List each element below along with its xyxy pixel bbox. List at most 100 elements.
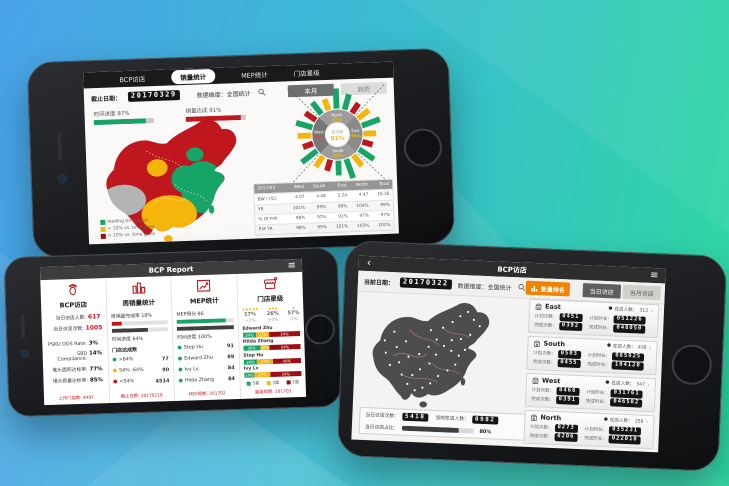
page-title: BCP Report bbox=[148, 264, 194, 275]
tab-sales-stats[interactable]: 销量统计 bbox=[170, 68, 216, 85]
tab-mep-stats[interactable]: MEP统计 bbox=[240, 71, 268, 80]
stacked-bar: 24% 27% 49% bbox=[243, 357, 302, 365]
menu-icon[interactable]: ≡ bbox=[649, 269, 659, 282]
dimension-label[interactable]: 数据维度：全国统计 bbox=[457, 282, 512, 292]
phone-visit-dashboard: ‹ BCP访店 ≡ 当前日期： 20170322 数据维度：全国统计 数量排名 bbox=[336, 240, 728, 472]
quadrant-north-label: North bbox=[331, 112, 342, 117]
star-group-1: ★ 57% -2% bbox=[287, 305, 300, 322]
stat-value: 14% bbox=[89, 350, 103, 357]
stat-value: 77% bbox=[89, 366, 103, 373]
visits-value: 5410 bbox=[401, 412, 429, 422]
report-col-bcp-visit: BCP访店 当日访店人数: 617 当日访店次数: 1005 PSKU OOS Ra… bbox=[40, 278, 110, 406]
line-chart-icon bbox=[197, 278, 211, 293]
store-building-icon bbox=[535, 302, 542, 310]
green-dot-icon: ● bbox=[178, 377, 183, 384]
instore-people-label: 在店人数： bbox=[609, 418, 633, 425]
date-value[interactable]: 20170322 bbox=[399, 277, 452, 290]
person-row: ● Hilda Zhang 84 bbox=[178, 376, 236, 384]
chevron-right-icon[interactable]: › bbox=[645, 417, 649, 426]
tab-today-visits[interactable]: 当日访店 bbox=[582, 283, 622, 299]
ratio-label: 当日访店占比： bbox=[364, 425, 399, 432]
weekly-completion-fill bbox=[111, 321, 122, 326]
done-count-value: 0392 bbox=[558, 322, 583, 332]
report-col-weekly-sales: 周销量统计 周销量完成率 18% 时间进度 64% 门店达成数 ● >64% 77 … bbox=[105, 276, 176, 404]
time-progress-label: 时间进度 100% bbox=[177, 334, 212, 341]
back-icon[interactable]: ‹ bbox=[366, 256, 372, 270]
hainan-island bbox=[164, 235, 173, 243]
home-button[interactable] bbox=[670, 343, 713, 386]
plan-duration-value: 051226 bbox=[613, 315, 646, 325]
stacked-bar: 30% 16% 54% bbox=[242, 344, 301, 351]
quadrant-north-value: 92% bbox=[332, 117, 343, 123]
ratio-value: 80% bbox=[479, 428, 492, 435]
china-map-colored[interactable] bbox=[91, 112, 273, 244]
tab-bcp-visit[interactable]: BCP访店 bbox=[119, 75, 146, 85]
instore-people-label: 在店人数： bbox=[611, 381, 635, 388]
person-row: ● Step Hu 91 bbox=[177, 343, 235, 351]
instore-people-value: 347 bbox=[636, 381, 646, 388]
region-card-north[interactable]: North ● 在店人数： 258 › 计划次数： 0273 计划时长： 03523… bbox=[523, 409, 655, 450]
store-building-icon bbox=[534, 339, 541, 347]
ratio-slider[interactable] bbox=[401, 425, 474, 434]
region-card-west[interactable]: West ● 在店人数： 347 › 计划次数： 0468 计划时长： 031761… bbox=[524, 372, 657, 413]
list-title: 门店达成数 bbox=[111, 347, 138, 354]
home-button[interactable] bbox=[304, 313, 336, 345]
instore-value: 0982 bbox=[471, 415, 499, 425]
store-building-icon bbox=[532, 376, 539, 384]
map-legend: leading time gone < 10% vs. time gone > … bbox=[100, 216, 155, 239]
plan-count-value: 0273 bbox=[554, 424, 578, 433]
rank-button[interactable]: 数量排名 bbox=[525, 280, 571, 297]
stat-value: 3% bbox=[88, 340, 99, 347]
store-building-icon bbox=[531, 413, 537, 421]
region-card-south[interactable]: South ● 在店人数： 438 › 计划次数： 0503 计划时长： 08592… bbox=[526, 335, 658, 376]
chevron-right-icon[interactable]: › bbox=[646, 380, 651, 389]
report-col-star-rating: 门店星级 ★★★★★ 17% +2% ★★★ 26% +0% ★ 57% -2% Edwar… bbox=[237, 272, 306, 399]
search-icon[interactable] bbox=[517, 283, 525, 292]
home-button[interactable] bbox=[403, 127, 443, 168]
time-progress-fill bbox=[111, 327, 148, 333]
chevron-right-icon[interactable]: › bbox=[648, 343, 652, 352]
quadrant-south-value: 89% bbox=[333, 153, 344, 159]
yellow-dot-icon: ● bbox=[112, 367, 118, 374]
done-count-value: 0206 bbox=[553, 433, 578, 443]
dimension-label[interactable]: 数据维度：全国统计 bbox=[196, 90, 251, 100]
dot-icon: ● bbox=[605, 379, 610, 386]
tab-store-rating[interactable]: 门店星级 bbox=[293, 69, 320, 79]
stat-label: 堆头质量达标率: bbox=[52, 378, 89, 385]
stat-value: 85% bbox=[89, 377, 103, 384]
search-icon[interactable] bbox=[258, 88, 266, 96]
tab-month-visits[interactable]: 当月访店 bbox=[622, 284, 662, 301]
col-footer: 截止日期: 20170218 bbox=[120, 393, 163, 400]
done-duration-value: 022010 bbox=[608, 435, 641, 445]
menu-icon[interactable]: ≡ bbox=[287, 260, 297, 272]
region-name: North bbox=[540, 413, 562, 423]
stat-label: 当日访店人数: bbox=[55, 315, 87, 322]
report-col-mep: MEP统计 MEP得分 86 时间进度 100% ● Step Hu 91 ● Edw… bbox=[171, 273, 241, 401]
page-title: BCP访店 bbox=[497, 264, 528, 275]
instore-people-value: 438 bbox=[637, 344, 647, 351]
plan-count-value: 0503 bbox=[557, 350, 581, 359]
weekly-completion-label: 周销量完成率 18% bbox=[110, 313, 153, 320]
chevron-right-icon[interactable]: › bbox=[650, 306, 654, 315]
camera-dot bbox=[20, 349, 29, 358]
visits-label: 当日访店次数： bbox=[365, 413, 400, 420]
instore-people-label: 在店人数： bbox=[612, 344, 636, 351]
col-title: 门店星级 bbox=[257, 294, 284, 304]
bar-chart-icon bbox=[131, 280, 146, 295]
mep-score-fill bbox=[176, 317, 226, 324]
region-name: East bbox=[544, 302, 562, 312]
radial-achievement-chart[interactable]: North 92% East 96% South 89% West 94% 总达… bbox=[282, 81, 394, 189]
instore-people-value: 312 bbox=[639, 307, 649, 314]
star-distribution: ★★★★★ 17% +2% ★★★ 26% +0% ★ 57% -2% bbox=[242, 305, 300, 323]
region-card-east[interactable]: East ● 在店人数： 312 › 计划次数： 0451 计划时长： 051226… bbox=[527, 298, 660, 339]
col-footer: 上传门店数: 4497 bbox=[58, 395, 94, 402]
done-duration-value: 048050 bbox=[613, 324, 646, 334]
camera-dot bbox=[57, 174, 67, 184]
date-value[interactable]: 20170329 bbox=[127, 90, 180, 102]
radial-center-value: 91% bbox=[331, 136, 345, 142]
radial-center-label: 总达成 bbox=[331, 129, 343, 134]
china-map-gray[interactable] bbox=[361, 294, 518, 414]
stat-value: 1005 bbox=[85, 324, 103, 332]
region-cards: East ● 在店人数： 312 › 计划次数： 0451 计划时长： 051226… bbox=[523, 298, 660, 452]
rank-bars-icon bbox=[531, 285, 538, 292]
